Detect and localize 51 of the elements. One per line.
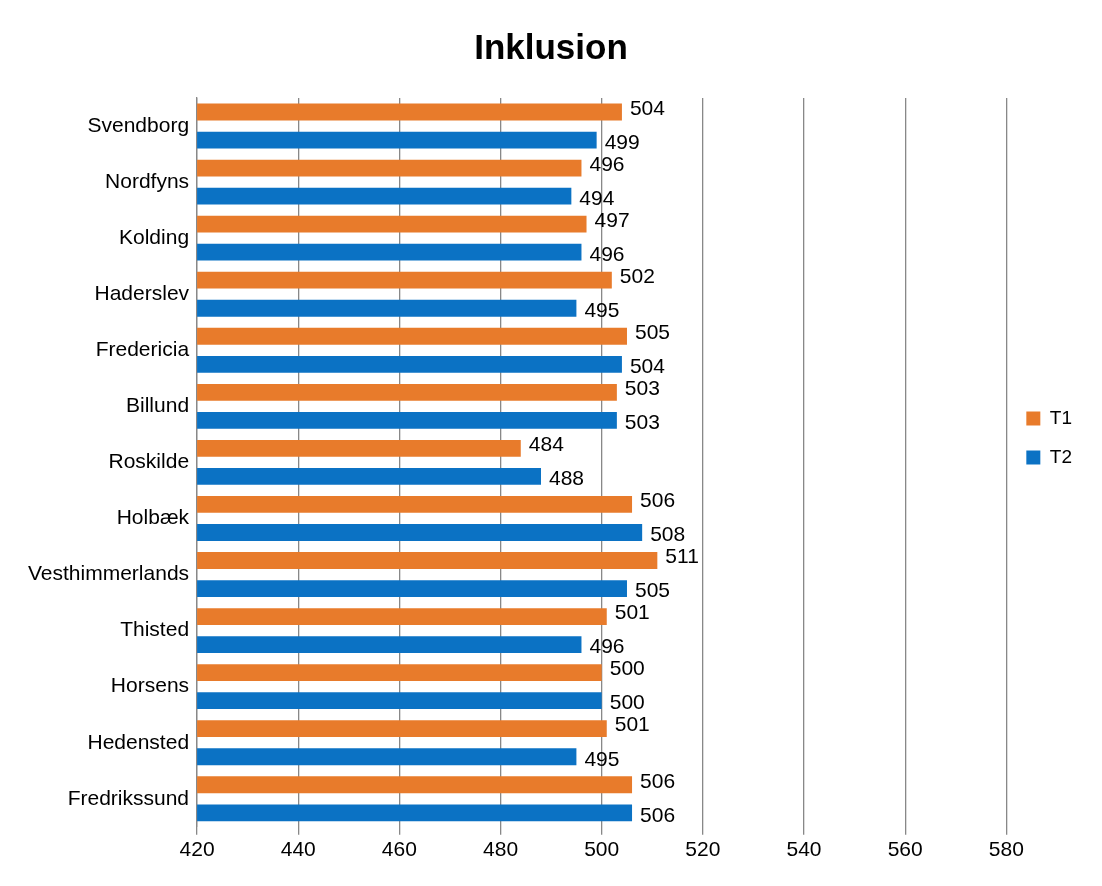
y-tick-label: Kolding <box>119 224 190 248</box>
data-label: 511 <box>665 544 699 568</box>
x-tick-label: 420 <box>179 837 215 861</box>
x-tick-label: 500 <box>584 837 620 861</box>
data-label: 484 <box>528 432 565 456</box>
data-label: 499 <box>604 129 640 153</box>
data-label: 501 <box>614 712 650 736</box>
data-label: 497 <box>594 207 630 231</box>
data-label: 504 <box>629 95 666 119</box>
data-label: 501 <box>614 600 650 624</box>
data-label: 495 <box>584 746 620 770</box>
data-label: 505 <box>634 578 671 602</box>
data-label: 496 <box>589 634 625 658</box>
chart-title: Inklusion <box>474 26 628 66</box>
data-label: 488 <box>549 466 585 490</box>
x-tick-label: 580 <box>988 837 1024 861</box>
y-tick-label: Billund <box>126 393 190 417</box>
y-tick-label: Fredericia <box>95 337 190 361</box>
data-label: 503 <box>624 410 660 434</box>
data-label: 496 <box>589 241 625 265</box>
data-label: 506 <box>640 488 676 512</box>
data-label: 502 <box>619 264 655 287</box>
x-tick-label: 560 <box>887 837 923 861</box>
legend-label: T1 <box>1049 406 1073 428</box>
x-tick-label: 480 <box>483 837 519 861</box>
y-tick-label: Fredrikssund <box>67 785 190 809</box>
data-label: 504 <box>629 354 666 378</box>
x-tick-label: 460 <box>381 837 417 861</box>
y-tick-label: Haderslev <box>94 281 190 305</box>
data-label: 500 <box>609 656 645 680</box>
data-label: 494 <box>579 185 615 209</box>
x-tick-label: 540 <box>786 837 822 861</box>
data-label: 503 <box>624 376 660 400</box>
data-label: 505 <box>634 320 671 344</box>
data-label: 506 <box>640 802 676 826</box>
y-tick-label: Nordfyns <box>105 168 190 192</box>
legend-label: T2 <box>1049 445 1073 467</box>
data-label: 496 <box>589 151 625 175</box>
y-tick-label: Horsens <box>110 673 190 697</box>
y-tick-label: Thisted <box>120 617 190 641</box>
data-label: 508 <box>650 522 686 546</box>
data-label: 500 <box>609 690 645 714</box>
y-tick-label: Svendborg <box>87 112 190 136</box>
y-tick-label: Holbæk <box>116 505 190 529</box>
x-tick-label: 520 <box>685 837 721 861</box>
y-tick-label: Vesthimmerlands <box>27 561 190 585</box>
y-tick-label: Hedensted <box>87 729 190 753</box>
y-tick-label: Roskilde <box>108 449 190 473</box>
data-label: 506 <box>640 768 676 792</box>
x-tick-label: 440 <box>280 837 316 861</box>
data-label: 495 <box>584 298 620 322</box>
